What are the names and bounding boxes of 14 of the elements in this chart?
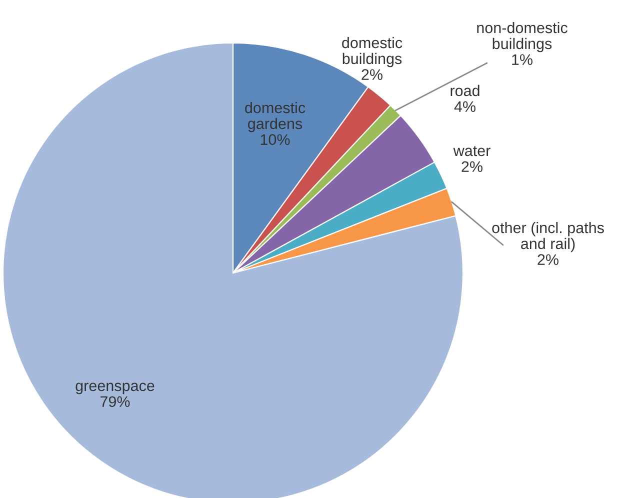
slice-label: non-domestic buildings — [477, 22, 568, 52]
data-label: 2% — [462, 161, 482, 172]
slice-label: road — [450, 84, 480, 96]
data-label: 1% — [512, 54, 532, 65]
slice-label: greenspace — [76, 382, 154, 394]
data-label: 4% — [454, 101, 476, 112]
data-label: 10% — [260, 134, 290, 146]
data-label: 2% — [538, 254, 558, 265]
slice-label: water — [453, 146, 490, 156]
slice-label: domestic buildings — [342, 36, 402, 68]
slice-label: domestic gardens — [245, 102, 306, 132]
data-label: 2% — [362, 69, 382, 80]
data-label: 79% — [100, 396, 130, 408]
slice-label: other (incl. paths and rail) — [492, 222, 604, 252]
